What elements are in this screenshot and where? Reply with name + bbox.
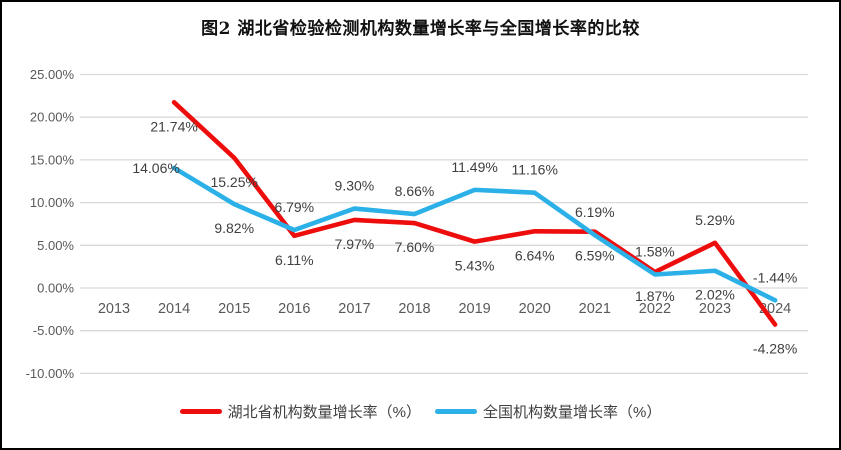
data-label: 7.60% (395, 239, 435, 255)
x-axis-tick-label: 2013 (98, 301, 130, 317)
data-label: 15.25% (210, 174, 257, 190)
data-label: 14.06% (132, 160, 179, 176)
legend-label-national: 全国机构数量增长率（%） (483, 404, 662, 421)
x-axis-tick-label: 2023 (699, 301, 731, 317)
data-label: 6.59% (575, 248, 615, 264)
y-axis-tick-label: 25.00% (30, 67, 75, 82)
x-axis-tick-label: 2015 (218, 301, 250, 317)
data-label: -1.44% (753, 269, 797, 285)
x-axis-tick-label: 2018 (398, 301, 430, 317)
legend-swatch-national-icon (435, 409, 477, 414)
legend-swatch-hubei-icon (179, 409, 222, 414)
legend: 湖北省机构数量增长率（%） 全国机构数量增长率（%） (2, 401, 839, 422)
x-axis-tick-label: 2019 (458, 301, 490, 317)
y-axis-tick-label: 0.00% (37, 281, 74, 296)
series-line-national (171, 165, 778, 303)
legend-item-national: 全国机构数量增长率（%） (435, 401, 661, 422)
data-label: 2.02% (695, 287, 735, 303)
data-label: 9.82% (214, 220, 254, 236)
data-label: 7.97% (335, 236, 375, 252)
data-label: 5.43% (455, 258, 495, 274)
data-label: 9.30% (335, 178, 375, 194)
legend-label-hubei: 湖北省机构数量增长率（%） (227, 404, 421, 421)
legend-item-hubei: 湖北省机构数量增长率（%） (179, 401, 421, 422)
data-label: 11.49% (451, 159, 497, 175)
series-line-hubei (171, 100, 778, 327)
data-label: 11.16% (511, 162, 557, 178)
data-label: 8.66% (395, 183, 435, 199)
x-axis-tick-label: 2016 (278, 301, 310, 317)
chart-title: 图2 湖北省检验检测机构数量增长率与全国增长率的比较 (201, 19, 640, 39)
data-label: 6.64% (515, 247, 555, 263)
y-axis-tick-label: 10.00% (30, 195, 75, 210)
y-axis-tick-label: 20.00% (30, 110, 75, 125)
data-label: 5.29% (695, 212, 735, 228)
x-axis-tick-label: 2014 (158, 301, 190, 317)
x-axis-tick-label: 2020 (519, 301, 551, 317)
x-axis-tick-label: 2017 (338, 301, 370, 317)
x-axis-tick-label: 2022 (639, 301, 671, 317)
x-axis-tick-label: 2021 (579, 301, 611, 317)
data-label: 1.58% (635, 244, 675, 260)
y-axis-tick-label: -5.00% (33, 323, 75, 338)
data-label: 6.19% (575, 204, 615, 220)
data-label: 1.87% (635, 288, 675, 304)
data-label: 21.74% (150, 118, 197, 134)
data-label: 6.79% (274, 199, 314, 215)
y-axis-tick-label: -10.00% (26, 366, 75, 381)
data-label: 6.11% (275, 252, 314, 268)
y-axis-tick-label: 5.00% (37, 238, 74, 253)
y-axis-tick-label: 15.00% (30, 152, 75, 167)
data-label: -4.28% (753, 341, 797, 357)
